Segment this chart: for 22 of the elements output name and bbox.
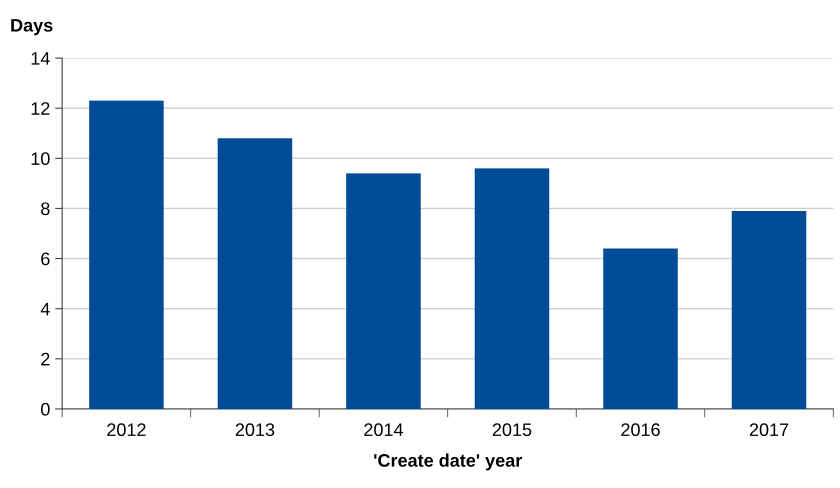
bar xyxy=(732,210,806,409)
y-axis-title: Days xyxy=(11,19,53,36)
bar xyxy=(346,173,421,409)
x-tick-label: 2014 xyxy=(364,423,404,436)
x-axis-title: 'Create date' year xyxy=(374,454,522,470)
x-tick-label: 2015 xyxy=(492,423,532,436)
y-tick-label: 2 xyxy=(41,352,50,366)
y-tick-label: 10 xyxy=(32,152,50,166)
y-tick-label: 4 xyxy=(40,302,50,316)
x-tick-label: 2012 xyxy=(107,423,146,436)
y-tick-label: 12 xyxy=(32,102,50,115)
bar xyxy=(603,248,678,409)
x-tick-label: 2017 xyxy=(750,423,788,436)
x-tick-label: 2013 xyxy=(236,423,274,436)
y-tick-label: 14 xyxy=(32,52,50,65)
x-tick-label: 2016 xyxy=(621,423,660,436)
bar xyxy=(474,168,550,409)
y-tick-label: 8 xyxy=(41,202,50,216)
bar xyxy=(89,100,164,409)
bar xyxy=(218,138,292,409)
y-tick-label: 0 xyxy=(41,402,50,416)
y-tick-label: 6 xyxy=(41,252,50,266)
